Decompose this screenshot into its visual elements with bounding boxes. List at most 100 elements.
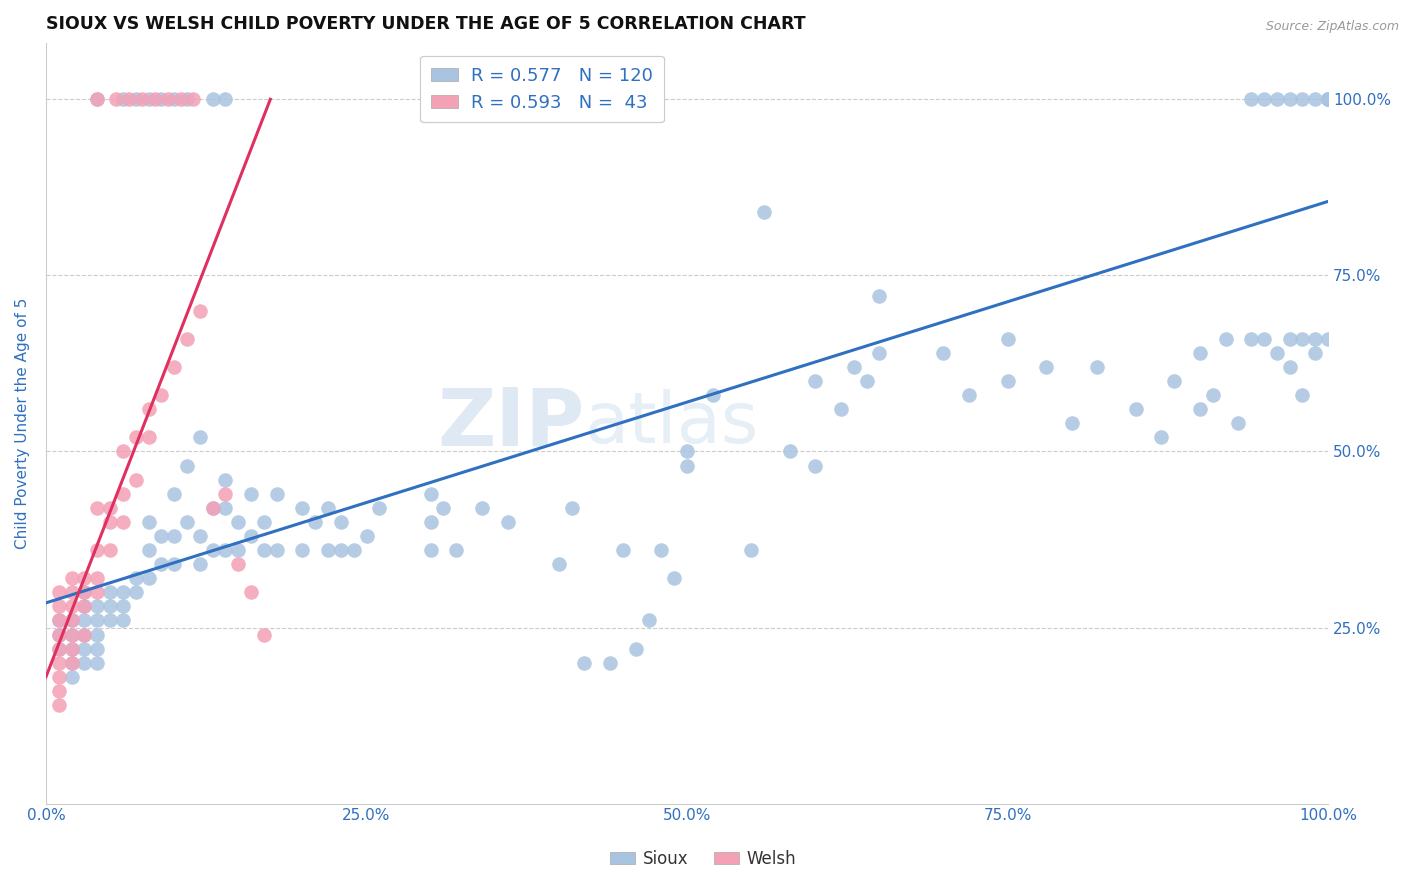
Point xyxy=(98,599,121,614)
Point xyxy=(304,515,326,529)
Point xyxy=(48,670,70,684)
Point xyxy=(60,656,83,670)
Point xyxy=(226,543,249,558)
Point xyxy=(86,571,108,585)
Point xyxy=(1085,359,1108,374)
Point xyxy=(60,571,83,585)
Point xyxy=(86,92,108,106)
Point xyxy=(201,500,224,515)
Point xyxy=(214,500,236,515)
Point xyxy=(201,500,224,515)
Point xyxy=(1163,374,1185,388)
Point xyxy=(957,388,980,402)
Point xyxy=(86,585,108,599)
Point xyxy=(1202,388,1225,402)
Point xyxy=(547,557,569,571)
Text: ZIP: ZIP xyxy=(437,384,585,462)
Point xyxy=(150,529,173,543)
Point xyxy=(1291,388,1313,402)
Point xyxy=(1150,430,1173,444)
Point xyxy=(73,627,96,641)
Point xyxy=(176,458,198,473)
Point xyxy=(1035,359,1057,374)
Point xyxy=(214,543,236,558)
Point xyxy=(599,656,621,670)
Text: Source: ZipAtlas.com: Source: ZipAtlas.com xyxy=(1265,20,1399,33)
Point xyxy=(368,500,391,515)
Point xyxy=(1291,332,1313,346)
Point xyxy=(1317,332,1340,346)
Point xyxy=(176,515,198,529)
Point xyxy=(676,458,699,473)
Point xyxy=(997,374,1019,388)
Point xyxy=(125,473,148,487)
Point xyxy=(253,515,276,529)
Point xyxy=(612,543,634,558)
Point xyxy=(98,515,121,529)
Point xyxy=(1240,332,1263,346)
Point xyxy=(676,444,699,458)
Point xyxy=(125,571,148,585)
Point xyxy=(138,430,160,444)
Point xyxy=(48,684,70,698)
Point xyxy=(1305,346,1327,360)
Legend: R = 0.577   N = 120, R = 0.593   N =  43: R = 0.577 N = 120, R = 0.593 N = 43 xyxy=(420,55,664,122)
Point xyxy=(432,500,454,515)
Point xyxy=(240,486,263,500)
Point xyxy=(740,543,762,558)
Point xyxy=(60,614,83,628)
Point xyxy=(138,92,160,106)
Point xyxy=(111,585,134,599)
Point xyxy=(356,529,378,543)
Point xyxy=(60,585,83,599)
Point xyxy=(1188,346,1211,360)
Point xyxy=(201,92,224,106)
Point xyxy=(86,599,108,614)
Point xyxy=(48,641,70,656)
Point xyxy=(86,543,108,558)
Point xyxy=(111,599,134,614)
Point xyxy=(73,585,96,599)
Point xyxy=(291,500,314,515)
Point xyxy=(111,92,134,106)
Point xyxy=(574,656,596,670)
Point xyxy=(60,641,83,656)
Point xyxy=(1317,92,1340,106)
Point xyxy=(73,599,96,614)
Point xyxy=(1227,416,1250,430)
Point xyxy=(48,698,70,712)
Point xyxy=(419,543,441,558)
Point xyxy=(98,543,121,558)
Point xyxy=(637,614,659,628)
Point xyxy=(48,641,70,656)
Point xyxy=(226,515,249,529)
Point xyxy=(650,543,672,558)
Point xyxy=(1278,359,1301,374)
Point xyxy=(329,543,352,558)
Point xyxy=(997,332,1019,346)
Point xyxy=(60,599,83,614)
Point xyxy=(1125,402,1147,417)
Point xyxy=(266,543,288,558)
Point xyxy=(201,543,224,558)
Point xyxy=(1291,92,1313,106)
Point xyxy=(316,500,339,515)
Point xyxy=(150,557,173,571)
Point xyxy=(86,641,108,656)
Point xyxy=(240,585,263,599)
Point xyxy=(73,627,96,641)
Point xyxy=(111,486,134,500)
Point xyxy=(1188,402,1211,417)
Point xyxy=(60,614,83,628)
Point xyxy=(143,92,166,106)
Point xyxy=(156,92,179,106)
Point xyxy=(176,92,198,106)
Point xyxy=(446,543,468,558)
Point xyxy=(163,557,186,571)
Point xyxy=(48,656,70,670)
Point xyxy=(125,430,148,444)
Point xyxy=(664,571,686,585)
Point xyxy=(86,614,108,628)
Point xyxy=(868,346,890,360)
Point xyxy=(60,670,83,684)
